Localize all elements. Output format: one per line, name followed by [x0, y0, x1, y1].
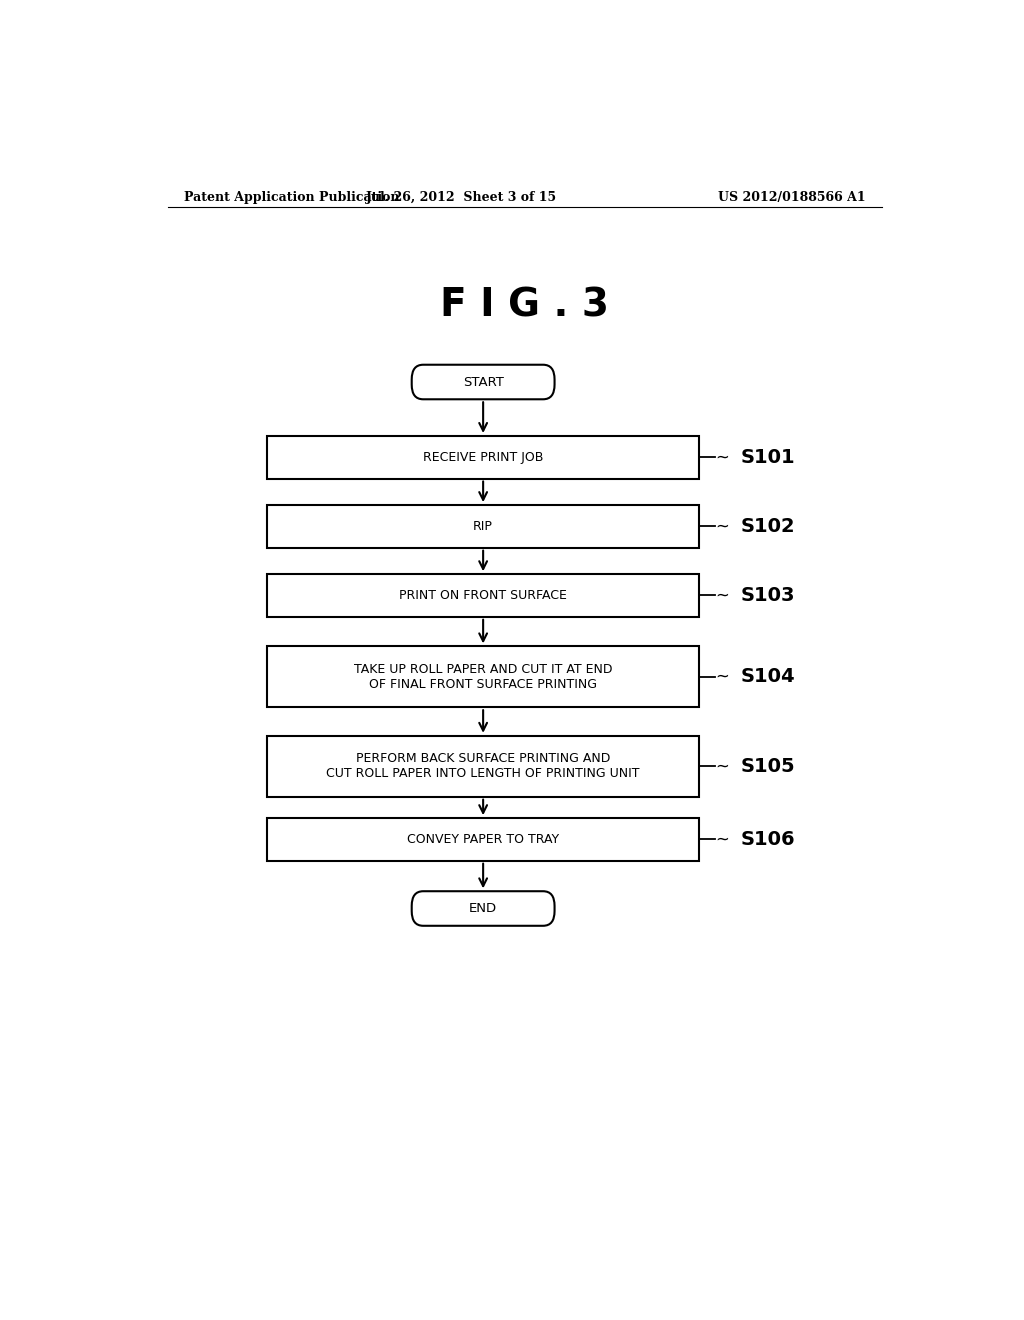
- Text: PERFORM BACK SURFACE PRINTING AND
CUT ROLL PAPER INTO LENGTH OF PRINTING UNIT: PERFORM BACK SURFACE PRINTING AND CUT RO…: [327, 752, 640, 780]
- Text: START: START: [463, 375, 504, 388]
- FancyBboxPatch shape: [267, 647, 699, 708]
- Text: ~: ~: [715, 830, 729, 849]
- Text: ~: ~: [715, 668, 729, 686]
- FancyBboxPatch shape: [412, 364, 555, 399]
- Text: US 2012/0188566 A1: US 2012/0188566 A1: [719, 190, 866, 203]
- Text: Jul. 26, 2012  Sheet 3 of 15: Jul. 26, 2012 Sheet 3 of 15: [366, 190, 557, 203]
- Text: TAKE UP ROLL PAPER AND CUT IT AT END
OF FINAL FRONT SURFACE PRINTING: TAKE UP ROLL PAPER AND CUT IT AT END OF …: [354, 663, 612, 690]
- FancyBboxPatch shape: [412, 891, 555, 925]
- FancyBboxPatch shape: [267, 506, 699, 548]
- FancyBboxPatch shape: [267, 818, 699, 861]
- Text: RECEIVE PRINT JOB: RECEIVE PRINT JOB: [423, 450, 544, 463]
- FancyBboxPatch shape: [267, 436, 699, 479]
- Text: ~: ~: [715, 758, 729, 775]
- Text: ~: ~: [715, 586, 729, 605]
- Text: S104: S104: [740, 668, 796, 686]
- Text: S105: S105: [740, 756, 796, 776]
- Text: RIP: RIP: [473, 520, 494, 533]
- Text: S102: S102: [740, 517, 796, 536]
- Text: F I G . 3: F I G . 3: [440, 286, 609, 325]
- Text: PRINT ON FRONT SURFACE: PRINT ON FRONT SURFACE: [399, 589, 567, 602]
- Text: S101: S101: [740, 447, 796, 467]
- Text: S103: S103: [740, 586, 796, 605]
- Text: ~: ~: [715, 449, 729, 466]
- FancyBboxPatch shape: [267, 735, 699, 797]
- Text: CONVEY PAPER TO TRAY: CONVEY PAPER TO TRAY: [408, 833, 559, 846]
- Text: END: END: [469, 902, 498, 915]
- FancyBboxPatch shape: [267, 574, 699, 616]
- Text: ~: ~: [715, 517, 729, 536]
- Text: S106: S106: [740, 830, 796, 849]
- Text: Patent Application Publication: Patent Application Publication: [183, 190, 399, 203]
